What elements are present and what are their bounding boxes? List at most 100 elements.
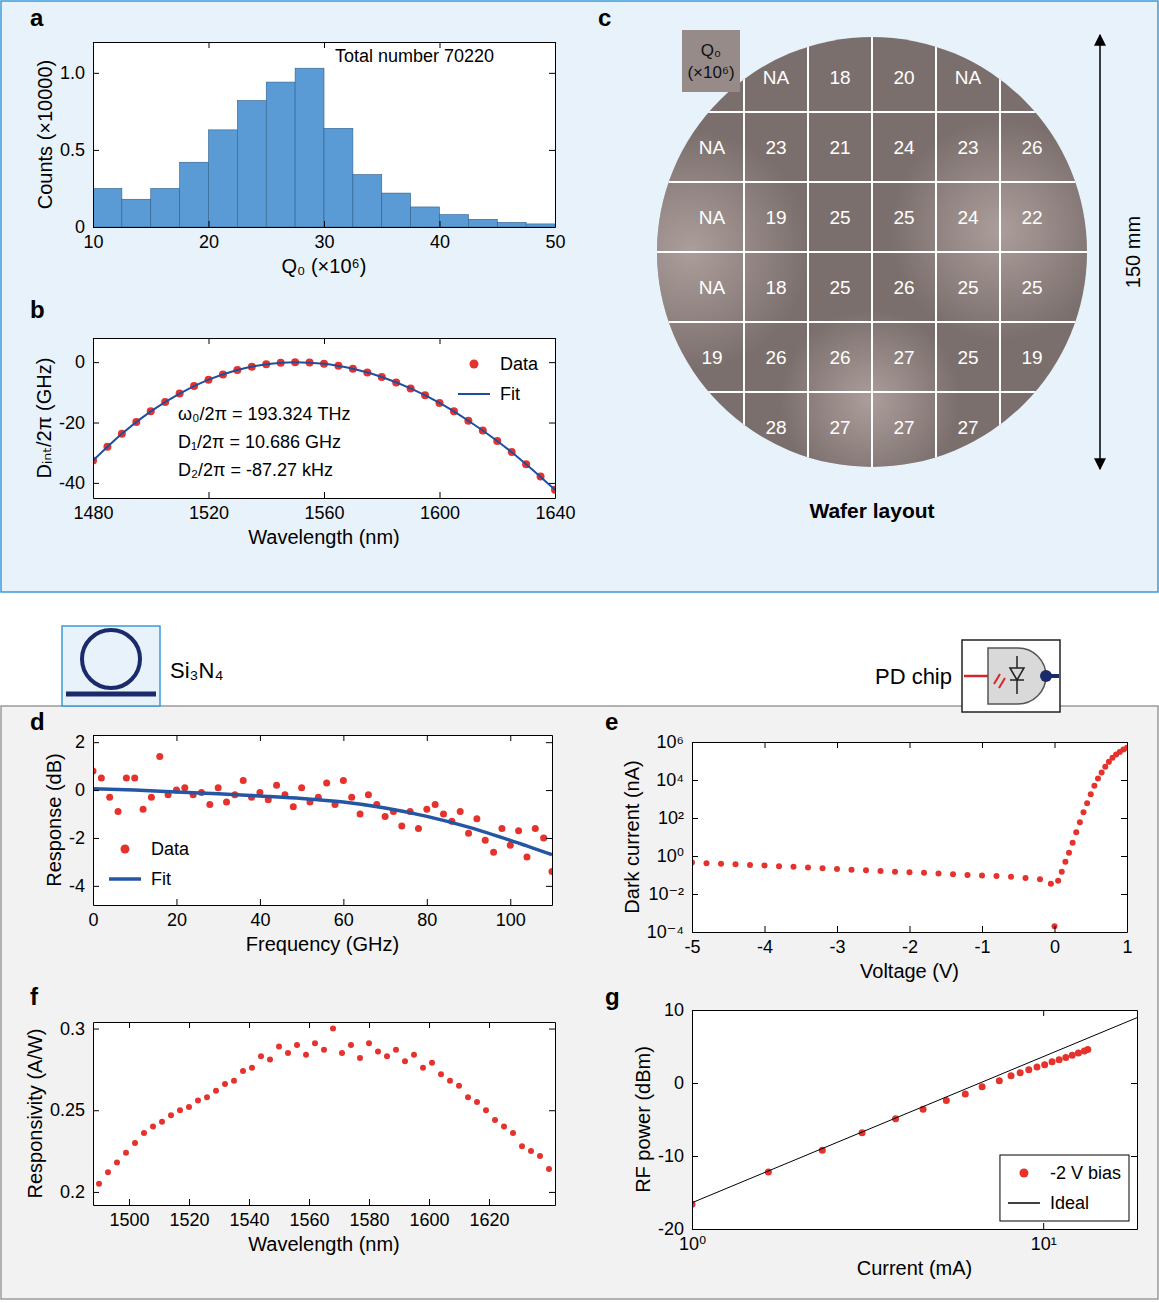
pd-output-icon — [1040, 670, 1052, 682]
tick — [546, 790, 552, 791]
tick — [546, 886, 552, 887]
panel-letter: a — [30, 4, 44, 31]
panel-letter: e — [605, 708, 618, 735]
legend-label: Data — [151, 839, 190, 859]
point — [762, 862, 768, 868]
point — [141, 1130, 147, 1136]
bar — [209, 130, 238, 227]
point — [432, 801, 439, 808]
axis-top — [693, 742, 1128, 748]
point — [1073, 829, 1079, 835]
cell-value: 27 — [893, 347, 914, 368]
tick: 30 — [314, 221, 334, 252]
axis-line — [555, 43, 556, 228]
tick — [765, 742, 766, 748]
tick-mark — [1043, 1223, 1044, 1229]
point — [994, 873, 1000, 879]
axis-line — [555, 339, 556, 499]
legend-symbol — [1008, 1202, 1040, 1204]
cell-value: 25 — [829, 207, 850, 228]
point — [863, 867, 869, 873]
tick-label: 0 — [75, 780, 85, 800]
tick-mark — [209, 221, 210, 227]
pd-light-icon — [994, 674, 1005, 688]
plot-area — [93, 1022, 555, 1205]
point — [936, 870, 942, 876]
tick-mark — [93, 73, 99, 74]
point — [123, 1150, 129, 1156]
cell-value: 25 — [957, 347, 978, 368]
tick: 40 — [250, 899, 270, 930]
tick: 60 — [334, 899, 354, 930]
axis-line — [94, 1205, 556, 1206]
tick-mark — [189, 1022, 190, 1028]
tick-mark — [692, 856, 698, 857]
axis-line — [94, 227, 556, 228]
tick-mark — [93, 1110, 99, 1111]
axis-right — [546, 736, 553, 906]
point — [115, 808, 122, 815]
wafer-panel: NA1820NANA2321242326NA1925252422NA182526… — [570, 4, 1144, 522]
cell-value: NA — [699, 207, 726, 228]
tick-mark — [93, 483, 99, 484]
point — [223, 799, 230, 806]
tick: 1520 — [189, 492, 229, 523]
tick — [1121, 780, 1127, 781]
cell-value: 19 — [765, 207, 786, 228]
axis-right — [1131, 1011, 1138, 1230]
tick-mark — [692, 818, 698, 819]
point — [537, 1153, 543, 1159]
tick-mark — [549, 1192, 555, 1193]
tick: 10 — [664, 1000, 698, 1020]
tick-mark — [93, 838, 99, 839]
tick: 0 — [75, 352, 99, 372]
tick — [549, 227, 555, 228]
point — [285, 1050, 291, 1056]
axis-line — [93, 1023, 94, 1206]
panel-letter: f — [30, 983, 39, 1010]
point — [501, 1124, 507, 1130]
point — [321, 1047, 327, 1053]
point — [456, 1083, 462, 1089]
point — [820, 865, 826, 871]
y-axis-title: Counts (×10000) — [34, 60, 56, 210]
tick-label: 0 — [88, 910, 98, 930]
point — [1048, 881, 1054, 887]
axis-left: 10⁻⁴10⁻²10⁰10²10⁴10⁶ — [647, 732, 698, 942]
tick-mark — [324, 338, 325, 344]
tick-label: 10⁴ — [656, 770, 684, 790]
tick: 10⁶ — [657, 732, 698, 752]
tick-label: 30 — [314, 232, 334, 252]
point — [1084, 800, 1090, 806]
tick-mark — [982, 926, 983, 932]
tick-label: 1.0 — [60, 63, 85, 83]
tick-label: 1480 — [73, 503, 113, 523]
legend-box — [1000, 1155, 1129, 1221]
point — [330, 1026, 336, 1032]
axis-line — [552, 736, 553, 906]
cell-value: 24 — [957, 207, 979, 228]
tick-mark — [1055, 926, 1056, 932]
annotation: ω₀/2π = 193.324 THz — [178, 404, 351, 424]
point — [303, 1052, 309, 1058]
tick: -3 — [829, 926, 845, 957]
point — [267, 1057, 273, 1063]
tick: -20 — [59, 413, 99, 433]
point — [294, 1042, 300, 1048]
point — [1062, 1054, 1069, 1061]
tick-mark — [1131, 1010, 1137, 1011]
point — [231, 1078, 237, 1084]
point — [892, 869, 898, 875]
panel-5: 15001520154015601580160016200.20.250.3Wa… — [24, 983, 556, 1255]
tick-mark — [324, 42, 325, 48]
tick — [429, 1022, 430, 1028]
point — [402, 1058, 408, 1064]
tick — [427, 735, 428, 741]
grid-line — [657, 181, 1087, 183]
tick-label: -2 — [902, 937, 918, 957]
tick-mark — [765, 742, 766, 748]
point — [1066, 850, 1072, 856]
tick-label: 1620 — [469, 1210, 509, 1230]
tick-mark — [209, 338, 210, 344]
tick-label: 1580 — [349, 1210, 389, 1230]
